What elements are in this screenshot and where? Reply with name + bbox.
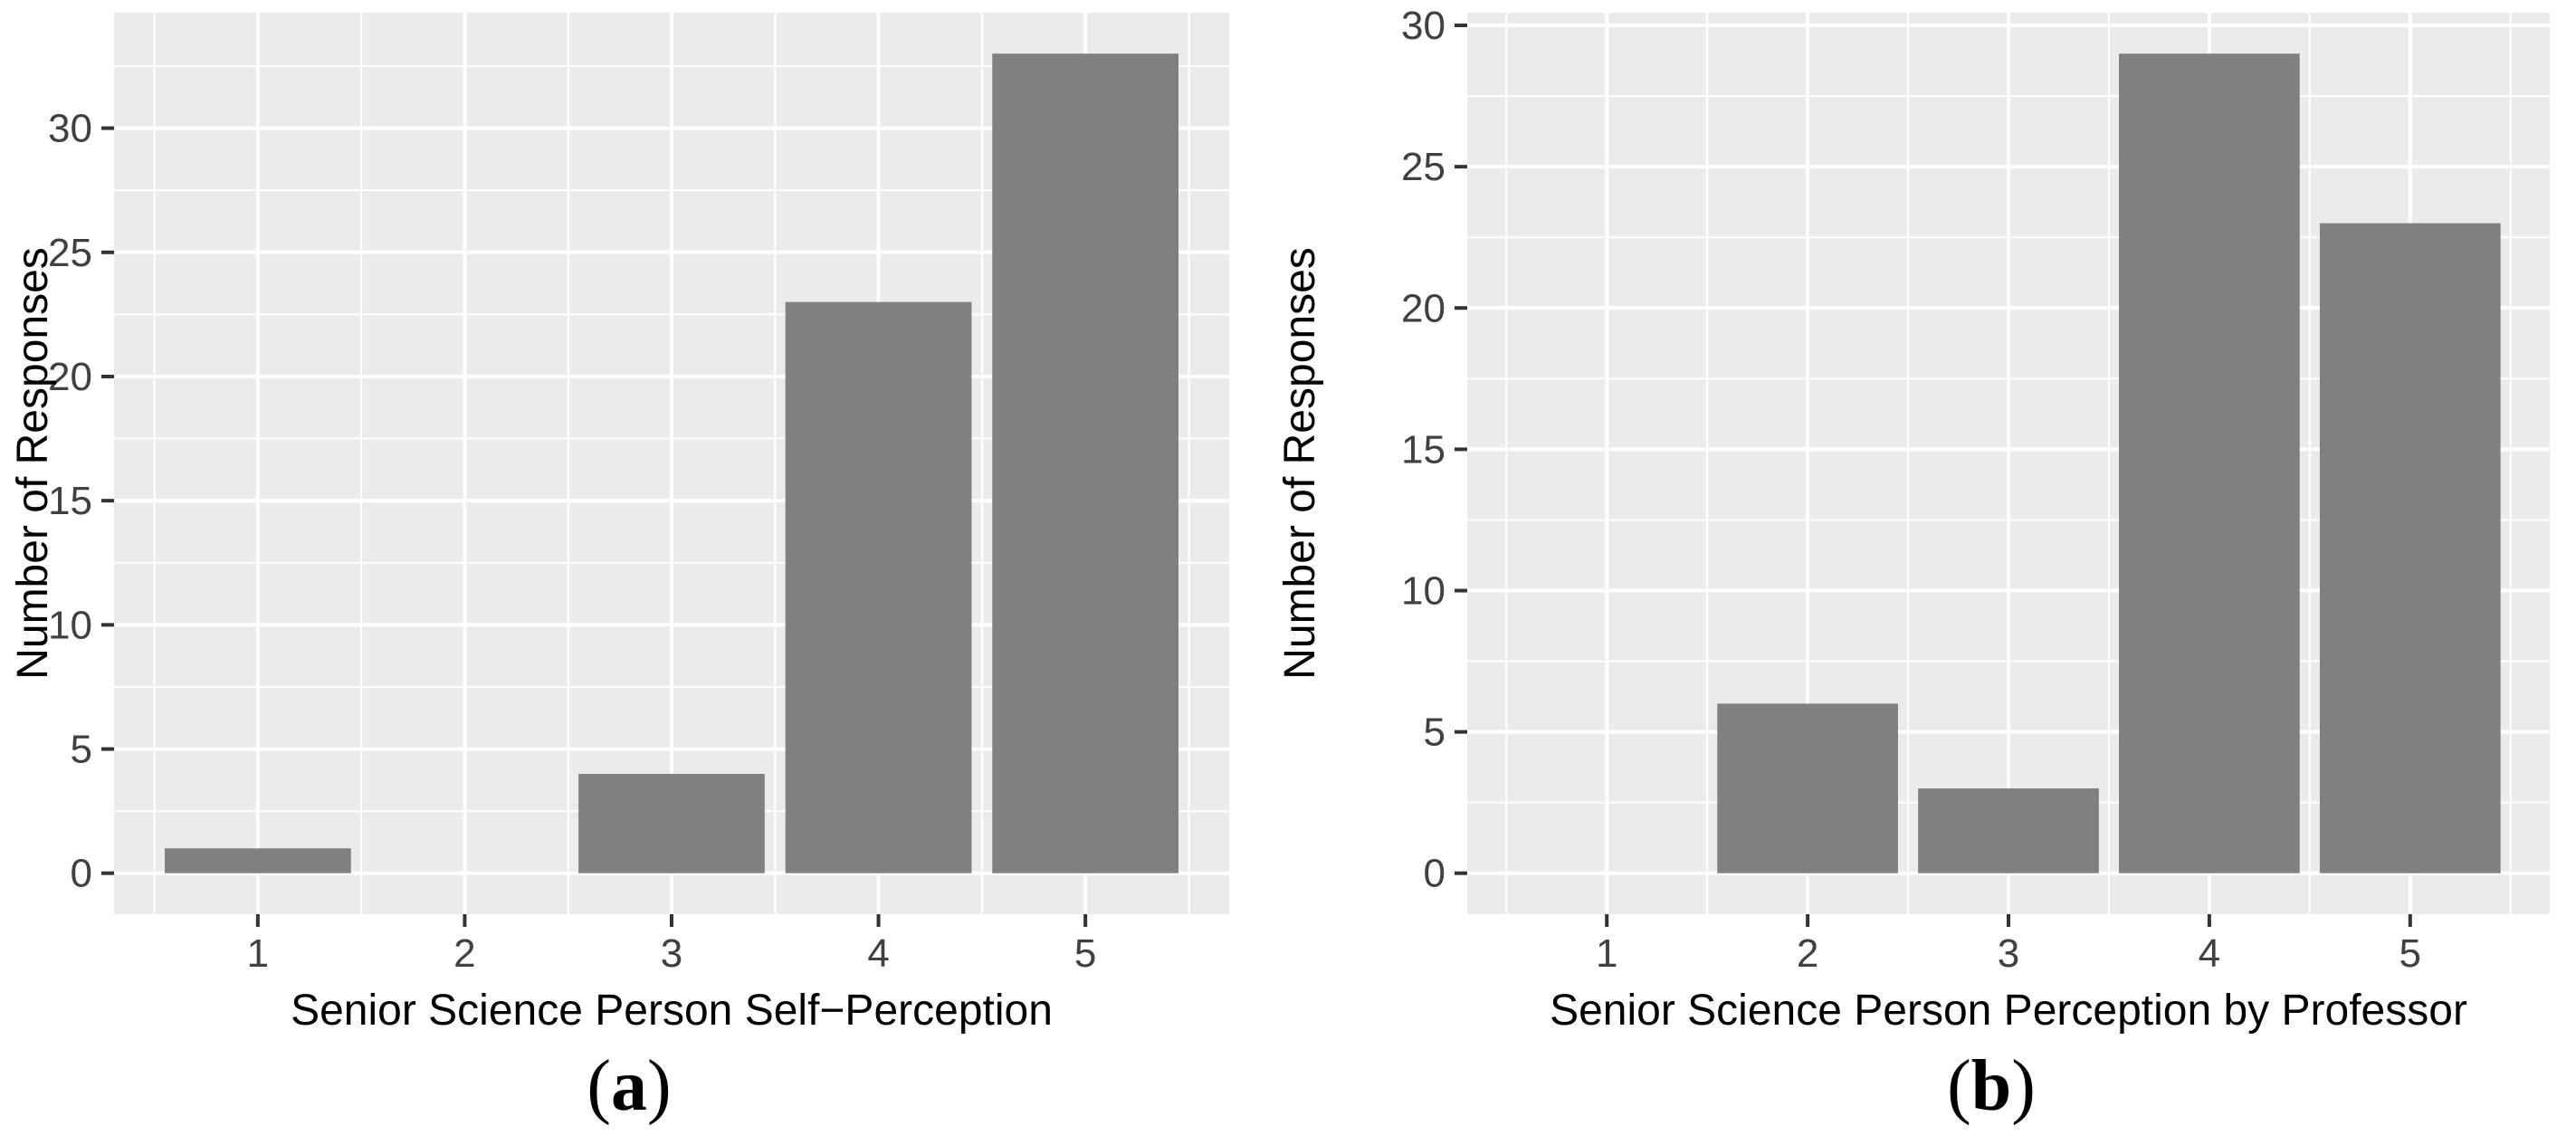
bar [785,301,972,873]
x-tick-label: 1 [247,931,269,976]
bar [165,848,351,873]
panel-caption-b: (b) [1810,1041,2172,1131]
y-tick-label: 25 [48,231,92,275]
y-tick-label: 5 [1424,711,1445,755]
y-tick-label: 15 [1401,427,1445,472]
y-tick-label: 10 [48,603,92,647]
bar [1918,788,2099,873]
y-tick-label: 10 [1401,569,1445,614]
x-tick-label: 3 [661,931,682,976]
caption-close-paren: ) [647,1046,672,1126]
y-axis-title: Number of Responses [9,247,57,680]
x-tick-label: 1 [1596,931,1617,976]
y-tick-label: 15 [48,479,92,523]
bar [2319,223,2501,873]
caption-close-paren: ) [2011,1046,2036,1126]
y-tick-label: 0 [71,852,92,896]
caption-letter: a [611,1046,647,1126]
bar-chart-b: 1 2 3 4 5 0 5 10 15 20 25 30 Senior Science Person P… [1276,4,2550,1035]
chart-panel-b: 1 2 3 4 5 0 5 10 15 20 25 30 Senior Science Person P… [1267,0,2576,1145]
x-tick-label: 3 [1998,931,2019,976]
bar [578,773,765,873]
y-tick-label: 20 [48,355,92,399]
bar-chart-a: 1 2 3 4 5 0 5 10 15 20 25 30 Senior Science Person S… [9,13,1229,1035]
y-tick-label: 20 [1401,286,1445,330]
caption-letter: b [1970,1046,2012,1126]
x-tick-label: 4 [867,931,889,976]
caption-open-paren: ( [587,1046,611,1126]
x-tick-label: 5 [1074,931,1096,976]
caption-open-paren: ( [1947,1046,1971,1126]
y-tick-label: 25 [1401,145,1445,189]
x-tick-label: 4 [2199,931,2220,976]
x-tick-label: 5 [2399,931,2421,976]
y-axis-title: Number of Responses [1276,247,1324,680]
bar [992,53,1178,873]
x-axis-title: Senior Science Person Self−Perception [291,987,1053,1035]
x-tick-label: 2 [1797,931,1818,976]
y-tick-label: 5 [71,728,92,772]
panel-caption-a: (a) [448,1041,810,1131]
y-tick-label: 30 [48,107,92,151]
bar [2119,53,2300,873]
chart-panel-a: 1 2 3 4 5 0 5 10 15 20 25 30 Senior Science Person S… [0,0,1267,1145]
x-axis-title: Senior Science Person Perception by Prof… [1550,987,2467,1035]
bar [1717,703,1898,873]
x-tick-label: 2 [453,931,475,976]
y-tick-label: 0 [1424,852,1445,896]
y-tick-label: 30 [1401,4,1445,48]
